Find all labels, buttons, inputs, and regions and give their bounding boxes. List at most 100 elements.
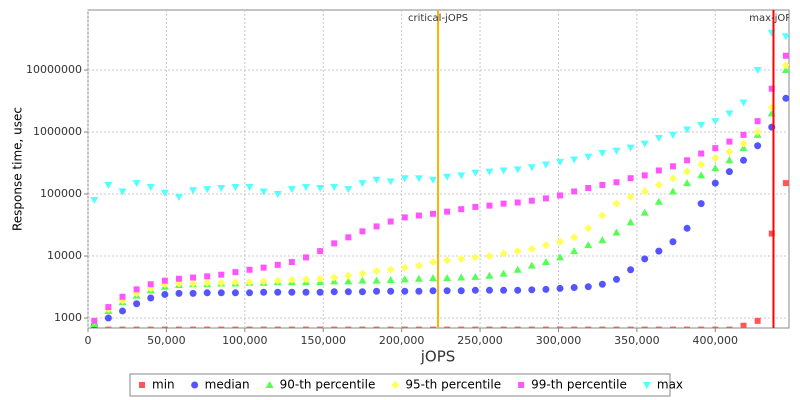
point [331, 326, 338, 328]
point [612, 147, 621, 155]
point [753, 67, 762, 75]
x-tick-label: 200,000 [379, 334, 425, 347]
point [260, 326, 267, 328]
point [429, 287, 437, 295]
point [203, 186, 212, 194]
point [584, 153, 593, 161]
point [119, 326, 126, 328]
point [528, 286, 536, 294]
point [599, 181, 606, 188]
point [317, 326, 324, 328]
point [556, 253, 565, 261]
point [485, 286, 493, 294]
point [598, 280, 606, 288]
point [260, 288, 268, 296]
point [584, 283, 592, 291]
point [387, 326, 394, 328]
point [274, 326, 281, 328]
point [654, 180, 663, 189]
legend [129, 373, 671, 397]
point [288, 259, 295, 266]
point [514, 326, 521, 328]
point [499, 269, 508, 277]
point [161, 290, 169, 298]
point [641, 172, 648, 179]
point [542, 285, 550, 293]
legend-marker [642, 382, 651, 389]
point [725, 168, 733, 176]
point [668, 187, 677, 195]
point [585, 185, 592, 192]
point [287, 276, 296, 285]
point [204, 273, 211, 280]
point [612, 199, 621, 208]
point [316, 288, 324, 296]
point [541, 161, 550, 169]
point [697, 121, 706, 129]
point [232, 326, 239, 328]
point [414, 175, 423, 183]
point [190, 326, 197, 328]
point [147, 294, 155, 302]
legend-marker [191, 381, 199, 389]
point [556, 158, 565, 166]
point [400, 175, 409, 183]
point [472, 203, 479, 210]
point [471, 169, 480, 177]
point [626, 144, 635, 152]
legend-marker [391, 381, 400, 389]
x-tick-label: 250,000 [457, 334, 503, 347]
y-tick-label: 1000000 [33, 125, 82, 138]
point [273, 191, 282, 199]
point [485, 252, 494, 261]
point [627, 175, 634, 182]
point [739, 99, 748, 107]
point [231, 289, 239, 297]
point [344, 186, 353, 194]
point [457, 273, 466, 281]
point [542, 326, 549, 328]
point [782, 180, 789, 187]
point [133, 300, 141, 308]
point [782, 52, 789, 59]
point [740, 322, 747, 328]
point [697, 171, 706, 179]
point [359, 326, 366, 328]
x-tick-label: 300,000 [536, 334, 582, 347]
point [668, 131, 677, 139]
point [640, 187, 649, 196]
y-tick-label: 1000 [54, 311, 82, 324]
point [105, 304, 112, 311]
point [372, 176, 381, 184]
point [513, 247, 522, 256]
point [301, 183, 310, 191]
point [105, 326, 112, 328]
point [613, 179, 620, 186]
point [557, 326, 564, 328]
y-tick-label: 10000 [47, 249, 82, 262]
point [612, 228, 621, 236]
point [387, 218, 394, 225]
point [640, 140, 649, 148]
point [345, 234, 352, 241]
point [514, 199, 521, 206]
point [358, 269, 367, 278]
point [711, 179, 719, 187]
point [712, 145, 719, 152]
annotation-label: critical-jOPS [408, 13, 468, 24]
legend-marker [265, 381, 274, 388]
point [500, 326, 507, 328]
point [542, 195, 549, 202]
point [189, 289, 197, 297]
point [514, 286, 522, 294]
point [458, 206, 465, 213]
point [232, 269, 239, 276]
point [415, 212, 422, 219]
point [627, 266, 635, 274]
point [599, 326, 606, 328]
point [668, 174, 677, 183]
point [570, 233, 579, 242]
point [218, 326, 225, 328]
point [499, 249, 508, 258]
